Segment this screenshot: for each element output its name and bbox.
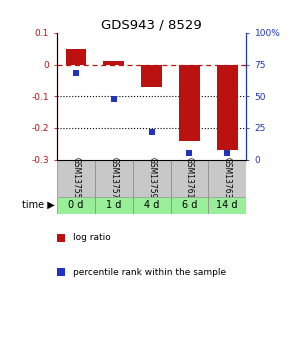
- Bar: [208, 197, 246, 214]
- Title: GDS943 / 8529: GDS943 / 8529: [101, 19, 202, 32]
- Bar: [95, 197, 133, 214]
- Text: GSM13757: GSM13757: [109, 157, 118, 199]
- Point: [187, 150, 192, 156]
- Text: log ratio: log ratio: [73, 233, 110, 242]
- Bar: [217, 65, 238, 150]
- Bar: [95, 160, 133, 197]
- Point: [111, 96, 116, 101]
- Bar: [103, 61, 124, 65]
- Text: 14 d: 14 d: [217, 200, 238, 210]
- Bar: [133, 160, 171, 197]
- Text: GSM13763: GSM13763: [223, 157, 232, 199]
- Text: time ▶: time ▶: [22, 200, 55, 210]
- Bar: [171, 160, 208, 197]
- Text: 4 d: 4 d: [144, 200, 159, 210]
- Text: GSM13761: GSM13761: [185, 157, 194, 199]
- Bar: [171, 197, 208, 214]
- Bar: [57, 160, 95, 197]
- Bar: [133, 197, 171, 214]
- Text: GSM13755: GSM13755: [71, 157, 81, 199]
- Point: [225, 150, 230, 156]
- Bar: [141, 65, 162, 87]
- Bar: [179, 65, 200, 141]
- Bar: [57, 197, 95, 214]
- Bar: [66, 49, 86, 65]
- Text: GSM13759: GSM13759: [147, 157, 156, 199]
- Bar: [208, 160, 246, 197]
- Point: [74, 71, 79, 76]
- Text: percentile rank within the sample: percentile rank within the sample: [73, 268, 226, 277]
- Text: 6 d: 6 d: [182, 200, 197, 210]
- Text: 1 d: 1 d: [106, 200, 122, 210]
- Text: 0 d: 0 d: [68, 200, 84, 210]
- Point: [149, 129, 154, 135]
